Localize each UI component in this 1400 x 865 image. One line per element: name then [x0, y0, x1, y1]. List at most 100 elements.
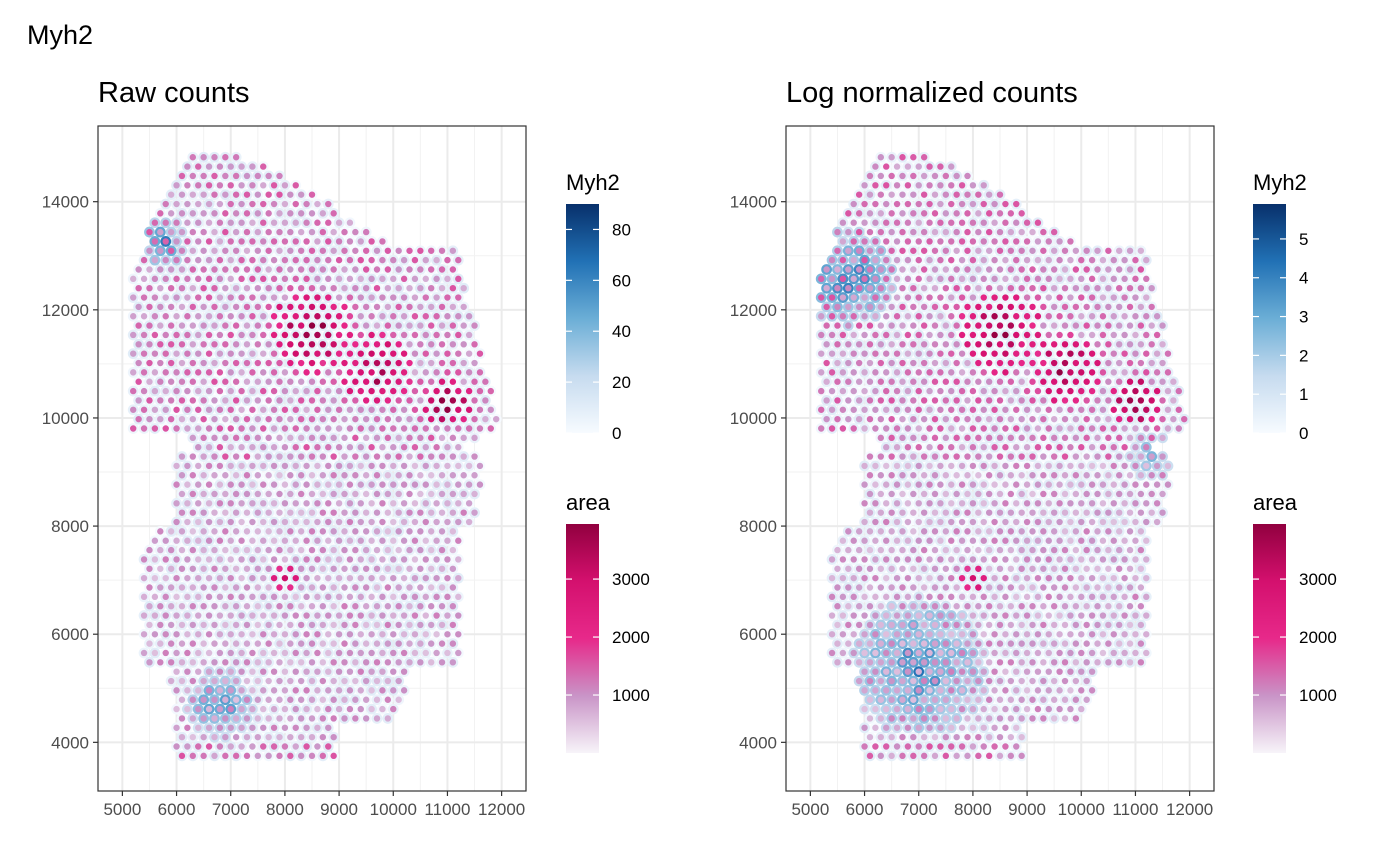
spot-point: [1054, 516, 1065, 528]
spot-point: [1119, 554, 1131, 565]
spot-point: [187, 320, 199, 332]
spot-point: [1124, 357, 1136, 369]
spot-point: [1124, 544, 1136, 556]
spot-point: [875, 357, 887, 369]
spot-point: [349, 282, 361, 294]
spot-point: [214, 348, 226, 360]
spot-point: [1075, 684, 1087, 696]
spot-point: [918, 694, 930, 706]
spot-point: [436, 282, 448, 294]
spot-point: [133, 395, 145, 406]
spot-point: [864, 189, 876, 201]
spot-point: [1059, 694, 1071, 706]
spot-point: [404, 469, 415, 481]
spot-point: [886, 432, 898, 444]
spot-point: [225, 722, 237, 734]
spot-point: [431, 647, 443, 659]
spot-point: [853, 357, 865, 369]
spot-point: [344, 292, 356, 303]
spot-point: [989, 366, 1000, 378]
spot-point: [279, 423, 291, 434]
spot-point: [886, 207, 898, 219]
spot-point: [1113, 582, 1125, 593]
spot-point: [945, 441, 957, 453]
spot-point: [414, 282, 426, 294]
spot-point: [891, 497, 903, 509]
spot-point: [1000, 684, 1011, 696]
spot-point: [832, 357, 843, 369]
spot-point: [1108, 423, 1120, 434]
spot-point: [247, 516, 258, 528]
spot-point: [859, 703, 870, 715]
spot-point: [1059, 619, 1071, 631]
spot-point: [902, 366, 914, 378]
spot-point: [962, 207, 973, 219]
spot-point: [214, 385, 226, 397]
spot-point: [1032, 236, 1044, 247]
spot-point: [826, 254, 838, 266]
spot-point: [983, 226, 995, 238]
spot-point: [832, 638, 843, 650]
spot-point: [442, 460, 453, 472]
spot-point: [198, 451, 210, 462]
spot-point: [154, 544, 166, 556]
spot-point: [274, 638, 285, 650]
spot-point: [198, 413, 210, 425]
spot-point: [940, 750, 952, 762]
spot-point: [203, 722, 215, 734]
spot-point: [198, 694, 210, 706]
spot-point: [869, 591, 881, 603]
spot-point: [355, 273, 367, 285]
spot-point: [436, 264, 448, 275]
spot-point: [1048, 713, 1060, 724]
spot-point: [371, 395, 383, 406]
spot-point: [821, 301, 833, 313]
spot-point: [1027, 488, 1038, 500]
spot-point: [171, 497, 182, 509]
spot-point: [404, 582, 415, 593]
spot-point: [312, 535, 323, 547]
spot-point: [144, 563, 155, 575]
spot-point: [1092, 563, 1103, 575]
spot-point: [322, 572, 334, 584]
spot-point: [306, 245, 318, 257]
spot-point: [832, 264, 843, 275]
spot-point: [355, 703, 367, 715]
spot-point: [192, 179, 204, 191]
spot-point: [257, 722, 269, 734]
spot-point: [452, 591, 464, 603]
spot-point: [962, 338, 973, 350]
spot-point: [880, 572, 892, 584]
spot-point: [1059, 376, 1071, 388]
spot-point: [1092, 338, 1103, 350]
spot-point: [420, 572, 432, 584]
spot-point: [924, 684, 935, 696]
spot-point: [1113, 619, 1125, 631]
spot-point: [1124, 264, 1136, 275]
spot-point: [219, 656, 231, 668]
spot-point: [1059, 451, 1071, 462]
spot-point: [1108, 591, 1120, 603]
spot-point: [284, 357, 296, 369]
spot-point: [463, 516, 475, 528]
spot-point: [328, 226, 340, 238]
legend-colorbar: [1253, 204, 1286, 433]
spot-point: [1043, 292, 1055, 303]
spot-point: [154, 207, 166, 219]
spot-point: [1043, 535, 1055, 547]
spot-point: [1065, 535, 1076, 547]
spot-point: [355, 479, 367, 491]
spot-point: [241, 675, 253, 687]
spot-point: [989, 741, 1000, 752]
spot-point: [1048, 376, 1060, 388]
spot-point: [241, 413, 253, 425]
spot-point: [393, 638, 405, 650]
spot-point: [983, 320, 995, 332]
spot-point: [252, 563, 264, 575]
spot-point: [377, 254, 388, 266]
spot-point: [1157, 413, 1168, 425]
spot-point: [978, 554, 990, 565]
spot-point: [377, 684, 388, 696]
spot-point: [1054, 273, 1065, 285]
